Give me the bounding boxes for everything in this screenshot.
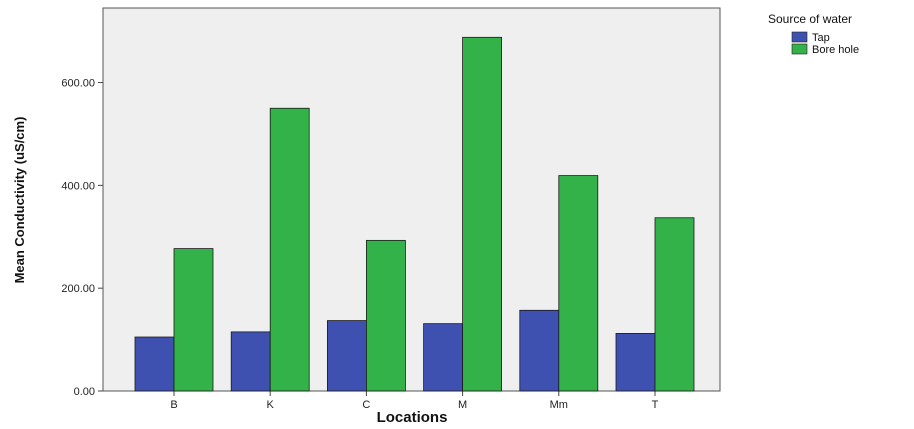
bar-bore-hole-k <box>269 107 310 392</box>
bar-tap-c <box>326 320 367 392</box>
y-tick-label: 600.00 <box>61 78 95 90</box>
bar-tap-k <box>230 331 271 392</box>
x-axis: B K C M Mm T <box>170 391 659 411</box>
legend-label-bore-hole: Bore hole <box>812 44 859 56</box>
bar-bore-hole-mm <box>558 175 599 392</box>
bar-tap-mm <box>519 309 560 392</box>
legend: Source of water Tap Bore hole <box>768 12 859 56</box>
x-tick-label: C <box>362 399 370 411</box>
y-tick-label: 400.00 <box>61 180 95 192</box>
bar-bore-hole-m <box>462 36 503 392</box>
x-tick-label: Mm <box>550 399 568 411</box>
y-tick-label: 0.00 <box>74 386 95 398</box>
x-axis-title: Locations <box>377 409 448 426</box>
bar-tap-t <box>615 333 656 392</box>
x-tick-label: M <box>458 399 467 411</box>
legend-swatch-tap <box>791 31 808 43</box>
bar-tap-m <box>423 323 464 392</box>
bars <box>134 36 695 392</box>
y-tick-label: 200.00 <box>61 283 95 295</box>
legend-label-tap: Tap <box>812 32 830 44</box>
y-axis-title: Mean Conductivity (uS/cm) <box>12 117 27 284</box>
bar-bore-hole-c <box>365 239 406 392</box>
legend-title: Source of water <box>768 12 852 26</box>
bar-bore-hole-b <box>173 248 214 392</box>
legend-swatch-bore-hole <box>791 43 808 55</box>
x-tick-label: K <box>267 399 275 411</box>
x-tick-label: T <box>652 399 659 411</box>
bar-bore-hole-t <box>654 217 695 392</box>
x-tick-label: B <box>170 399 177 411</box>
y-axis: 0.00 200.00 400.00 600.00 <box>61 78 103 398</box>
bar-tap-b <box>134 336 175 392</box>
